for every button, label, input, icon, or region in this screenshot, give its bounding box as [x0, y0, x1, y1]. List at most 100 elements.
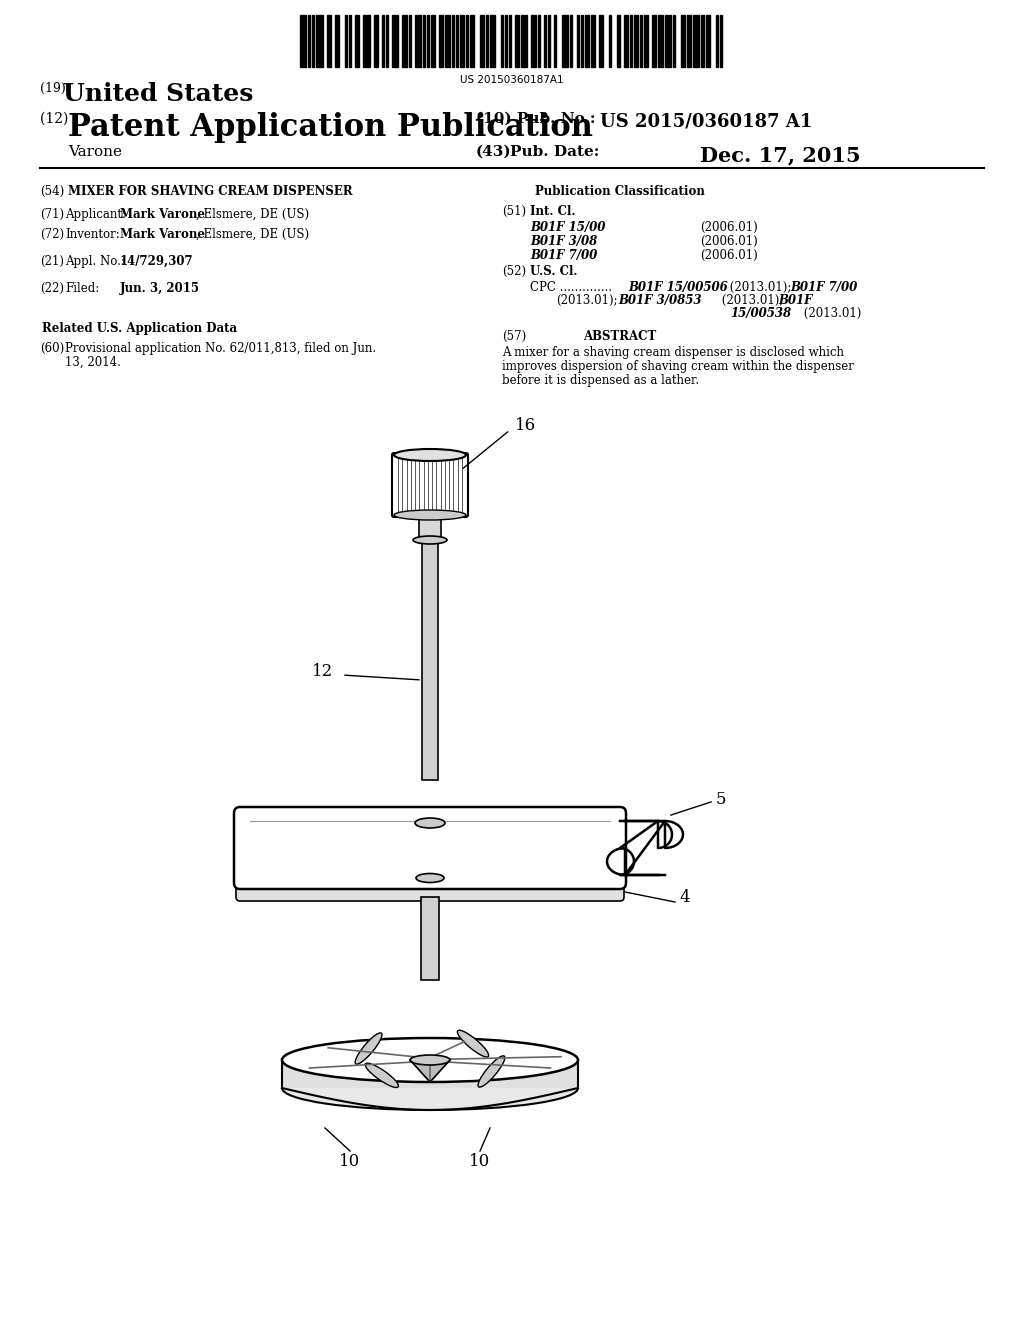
Bar: [349, 15, 351, 67]
Text: 12: 12: [312, 664, 333, 681]
Bar: [419, 515, 441, 540]
FancyBboxPatch shape: [234, 807, 626, 888]
Text: B01F: B01F: [778, 294, 812, 308]
Text: US 20150360187A1: US 20150360187A1: [460, 75, 564, 84]
Bar: [470, 15, 474, 67]
Text: US 2015/0360187 A1: US 2015/0360187 A1: [600, 112, 812, 129]
FancyBboxPatch shape: [236, 879, 624, 902]
Text: (10) Pub. No.:: (10) Pub. No.:: [476, 112, 596, 125]
Bar: [466, 15, 468, 67]
Bar: [591, 15, 595, 67]
Text: , Elsmere, DE (US): , Elsmere, DE (US): [196, 228, 309, 242]
Text: (57): (57): [502, 330, 526, 343]
Text: , Elsmere, DE (US): , Elsmere, DE (US): [196, 209, 309, 220]
Bar: [544, 15, 546, 67]
Bar: [599, 15, 603, 67]
Text: 5: 5: [716, 791, 726, 808]
Text: (2006.01): (2006.01): [700, 220, 758, 234]
Text: Jun. 3, 2015: Jun. 3, 2015: [120, 282, 200, 294]
Text: A mixer for a shaving cream dispenser is disclosed which: A mixer for a shaving cream dispenser is…: [502, 346, 844, 359]
Text: Inventor:: Inventor:: [65, 228, 120, 242]
Bar: [531, 15, 536, 67]
Text: Appl. No.:: Appl. No.:: [65, 255, 125, 268]
Bar: [345, 15, 347, 67]
Bar: [673, 15, 675, 67]
Text: B01F 15/00: B01F 15/00: [530, 220, 605, 234]
Bar: [335, 15, 339, 67]
Bar: [658, 15, 663, 67]
Bar: [585, 15, 589, 67]
Text: 15/00538: 15/00538: [730, 308, 792, 319]
Text: (2013.01);: (2013.01);: [556, 294, 617, 308]
Text: 16: 16: [515, 417, 537, 433]
Bar: [640, 15, 642, 67]
Text: (52): (52): [502, 265, 526, 279]
Bar: [312, 15, 314, 67]
Ellipse shape: [394, 449, 466, 461]
Text: 10: 10: [469, 1152, 490, 1170]
Text: (2013.01);: (2013.01);: [718, 294, 783, 308]
Bar: [501, 15, 503, 67]
Text: United States: United States: [63, 82, 253, 106]
Text: U.S. Cl.: U.S. Cl.: [530, 265, 578, 279]
Bar: [630, 15, 632, 67]
Ellipse shape: [458, 1030, 488, 1057]
Bar: [422, 540, 438, 780]
Text: B01F 7/00: B01F 7/00: [530, 249, 597, 261]
Text: (2013.01): (2013.01): [800, 308, 861, 319]
Ellipse shape: [416, 874, 444, 883]
Bar: [706, 15, 710, 67]
Text: B01F 15/00506: B01F 15/00506: [628, 281, 728, 294]
Bar: [282, 1060, 578, 1088]
Bar: [456, 15, 458, 67]
Bar: [577, 15, 579, 67]
Bar: [423, 15, 425, 67]
Text: before it is dispensed as a lather.: before it is dispensed as a lather.: [502, 374, 699, 387]
Text: Varone: Varone: [68, 145, 122, 158]
Ellipse shape: [282, 1038, 578, 1082]
Bar: [421, 898, 439, 979]
Text: B01F 3/08: B01F 3/08: [530, 235, 597, 248]
Bar: [431, 15, 435, 67]
Text: 10: 10: [339, 1152, 360, 1170]
Bar: [402, 15, 407, 67]
Text: 4: 4: [679, 890, 689, 907]
Bar: [355, 15, 359, 67]
Ellipse shape: [394, 510, 466, 520]
Bar: [538, 15, 540, 67]
Text: improves dispersion of shaving cream within the dispenser: improves dispersion of shaving cream wit…: [502, 360, 854, 374]
Bar: [687, 15, 691, 67]
Text: (2006.01): (2006.01): [700, 235, 758, 248]
Bar: [617, 15, 620, 67]
Text: Int. Cl.: Int. Cl.: [530, 205, 575, 218]
Bar: [701, 15, 703, 67]
Text: Patent Application Publication: Patent Application Publication: [68, 112, 593, 143]
Text: (21): (21): [40, 255, 63, 268]
Text: MIXER FOR SHAVING CREAM DISPENSER: MIXER FOR SHAVING CREAM DISPENSER: [68, 185, 352, 198]
Text: 14/729,307: 14/729,307: [120, 255, 194, 268]
Bar: [515, 15, 519, 67]
Text: Filed:: Filed:: [65, 282, 99, 294]
Bar: [409, 15, 411, 67]
Bar: [392, 15, 398, 67]
Text: Provisional application No. 62/011,813, filed on Jun.: Provisional application No. 62/011,813, …: [65, 342, 376, 355]
Polygon shape: [410, 1060, 450, 1082]
Bar: [452, 15, 454, 67]
Bar: [562, 15, 568, 67]
Text: Related U.S. Application Data: Related U.S. Application Data: [42, 322, 238, 335]
Bar: [460, 15, 464, 67]
Ellipse shape: [410, 1055, 450, 1065]
Ellipse shape: [282, 1067, 578, 1110]
Text: Publication Classification: Publication Classification: [536, 185, 705, 198]
Bar: [554, 15, 556, 67]
Bar: [634, 15, 638, 67]
Text: (2006.01): (2006.01): [700, 249, 758, 261]
Ellipse shape: [415, 818, 445, 828]
Bar: [720, 15, 722, 67]
Bar: [445, 15, 450, 67]
Bar: [316, 15, 323, 67]
Text: (60): (60): [40, 342, 65, 355]
Text: (2013.01);: (2013.01);: [726, 281, 792, 294]
Text: (22): (22): [40, 282, 63, 294]
Bar: [480, 15, 484, 67]
